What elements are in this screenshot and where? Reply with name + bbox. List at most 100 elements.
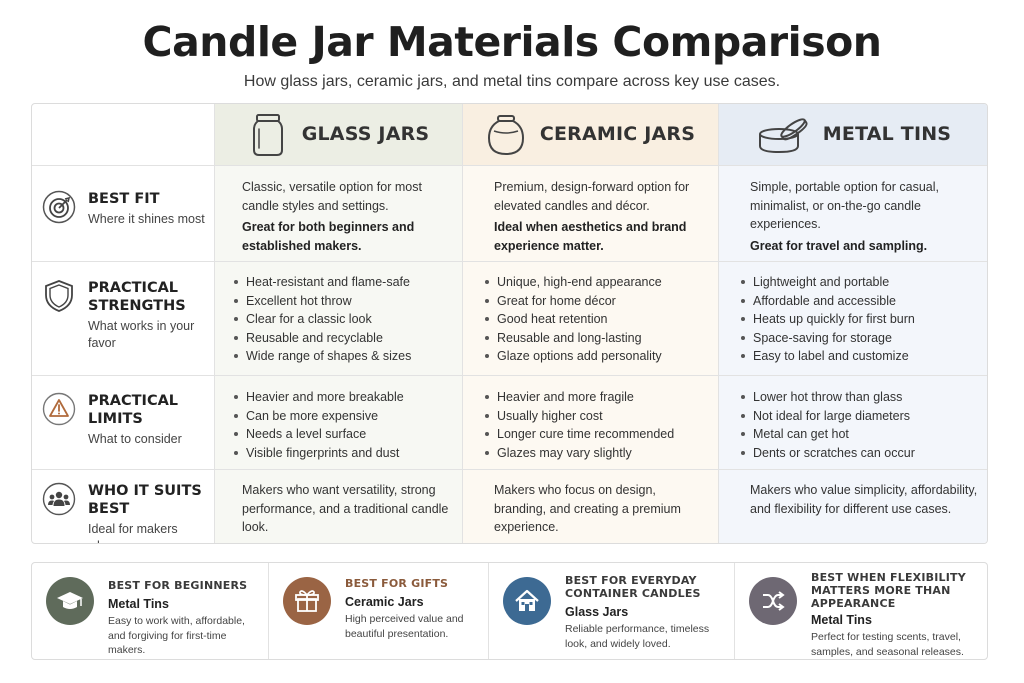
list-item: Not ideal for large diameters	[739, 407, 979, 426]
card-flexibility: BEST WHEN FLEXIBILITY MATTERS MORE THAN …	[735, 563, 989, 659]
column-header-glass: GLASS JARS	[215, 104, 463, 166]
cell-text: Makers who value simplicity, affordabili…	[750, 483, 978, 516]
column-header-metal: METAL TINS	[719, 104, 987, 166]
list-item: Space-saving for storage	[739, 329, 979, 348]
suits-ceramic: Makers who focus on design, branding, an…	[463, 470, 719, 543]
list-item: Heats up quickly for first burn	[739, 310, 979, 329]
list-item: Longer cure time recommended	[483, 425, 708, 444]
list-item: Metal can get hot	[739, 425, 979, 444]
column-label-glass: GLASS JARS	[301, 123, 430, 146]
suits-metal: Makers who value simplicity, affordabili…	[719, 470, 987, 543]
list-item: Heat-resistant and flame-safe	[232, 273, 452, 292]
row-header-limits: PRACTICAL LIMITS What to consider	[32, 376, 215, 470]
row-subtitle: Where it shines most	[88, 212, 205, 226]
row-subtitle: Ideal for makers who...	[88, 522, 178, 543]
strengths-glass: Heat-resistant and flame-safe Excellent …	[215, 262, 463, 376]
list-item: Glaze options add personality	[483, 347, 708, 366]
list-item: Dents or scratches can occur	[739, 444, 979, 463]
cell-text: Simple, portable option for casual, mini…	[750, 180, 939, 231]
row-title: WHO IT SUITS BEST	[88, 483, 202, 517]
list-item: Easy to label and customize	[739, 347, 979, 366]
glass-jar-icon	[252, 113, 283, 156]
column-header-ceramic: CERAMIC JARS	[463, 104, 719, 166]
list-item: Excellent hot throw	[232, 292, 452, 311]
card-name: Ceramic Jars	[345, 595, 424, 609]
limits-metal-list: Lower hot throw than glass Not ideal for…	[739, 388, 979, 462]
list-item: Usually higher cost	[483, 407, 708, 426]
shield-icon	[45, 280, 73, 312]
list-item: Lightweight and portable	[739, 273, 979, 292]
card-desc: High perceived value and beautiful prese…	[345, 613, 464, 640]
list-item: Needs a level surface	[232, 425, 452, 444]
limits-glass-list: Heavier and more breakable Can be more e…	[232, 388, 452, 462]
card-name: Metal Tins	[811, 613, 872, 627]
cell-highlight: Great for both beginners and established…	[242, 220, 415, 253]
warning-icon	[42, 392, 76, 426]
list-item: Great for home décor	[483, 292, 708, 311]
list-item: Affordable and accessible	[739, 292, 979, 311]
cell-text: Makers who focus on design, branding, an…	[494, 483, 681, 534]
list-item: Lower hot throw than glass	[739, 388, 979, 407]
list-item: Clear for a classic look	[232, 310, 452, 329]
row-title: PRACTICAL LIMITS	[88, 393, 179, 427]
best-fit-ceramic: Premium, design-forward option for eleva…	[463, 166, 719, 262]
ceramic-jar-icon	[487, 114, 524, 155]
comparison-table: GLASS JARS CERAMIC JARS METAL TINS	[31, 103, 988, 544]
list-item: Heavier and more fragile	[483, 388, 708, 407]
shuffle-icon	[749, 577, 797, 625]
card-tag: BEST FOR GIFTS	[345, 577, 449, 590]
strengths-metal-list: Lightweight and portable Affordable and …	[739, 273, 979, 366]
card-tag: BEST WHEN FLEXIBILITY MATTERS MORE THAN …	[811, 571, 966, 610]
people-icon	[42, 482, 76, 516]
card-gifts: BEST FOR GIFTS Ceramic Jars High perceiv…	[269, 563, 489, 659]
strengths-metal: Lightweight and portable Affordable and …	[719, 262, 987, 376]
list-item: Heavier and more breakable	[232, 388, 452, 407]
best-fit-glass: Classic, versatile option for most candl…	[215, 166, 463, 262]
corner-cell	[32, 104, 215, 166]
cell-text: Premium, design-forward option for eleva…	[494, 180, 690, 213]
limits-ceramic-list: Heavier and more fragile Usually higher …	[483, 388, 708, 462]
card-everyday: BEST FOR EVERYDAY CONTAINER CANDLES Glas…	[489, 563, 735, 659]
card-desc: Perfect for testing scents, travel, samp…	[811, 631, 964, 658]
row-title: BEST FIT	[88, 191, 160, 207]
row-subtitle: What works in your favor	[88, 319, 195, 350]
target-icon	[42, 190, 76, 224]
list-item: Unique, high-end appearance	[483, 273, 708, 292]
card-name: Metal Tins	[108, 597, 169, 611]
list-item: Reusable and long-lasting	[483, 329, 708, 348]
gift-icon	[283, 577, 331, 625]
graduation-cap-icon	[46, 577, 94, 625]
strengths-ceramic: Unique, high-end appearance Great for ho…	[463, 262, 719, 376]
limits-glass: Heavier and more breakable Can be more e…	[215, 376, 463, 470]
column-label-metal: METAL TINS	[822, 123, 952, 146]
suits-glass: Makers who want versatility, strong perf…	[215, 470, 463, 543]
page-title: Candle Jar Materials Comparison	[142, 18, 882, 66]
recommendation-cards: BEST FOR BEGINNERS Metal Tins Easy to wo…	[31, 562, 988, 660]
list-item: Visible fingerprints and dust	[232, 444, 452, 463]
list-item: Wide range of shapes & sizes	[232, 347, 452, 366]
card-desc: Easy to work with, affordable, and forgi…	[108, 615, 245, 656]
row-title: PRACTICAL STRENGTHS	[88, 280, 186, 314]
metal-tin-icon	[758, 117, 808, 153]
card-tag: BEST FOR EVERYDAY CONTAINER CANDLES	[565, 574, 701, 600]
list-item: Glazes may vary slightly	[483, 444, 708, 463]
card-beginners: BEST FOR BEGINNERS Metal Tins Easy to wo…	[32, 563, 269, 659]
list-item: Can be more expensive	[232, 407, 452, 426]
cell-highlight: Great for travel and sampling.	[750, 238, 928, 253]
card-name: Glass Jars	[565, 605, 629, 619]
row-header-best-fit: BEST FIT Where it shines most	[32, 166, 215, 262]
house-icon	[503, 577, 551, 625]
card-tag: BEST FOR BEGINNERS	[108, 579, 248, 592]
card-desc: Reliable performance, timeless look, and…	[565, 623, 710, 650]
limits-ceramic: Heavier and more fragile Usually higher …	[463, 376, 719, 470]
best-fit-metal: Simple, portable option for casual, mini…	[719, 166, 987, 262]
cell-text: Makers who want versatility, strong perf…	[242, 483, 449, 534]
column-label-ceramic: CERAMIC JARS	[539, 123, 696, 146]
cell-text: Classic, versatile option for most candl…	[242, 180, 422, 213]
row-header-strengths: PRACTICAL STRENGTHS What works in your f…	[32, 262, 215, 376]
cell-highlight: Ideal when aesthetics and brand experien…	[494, 220, 687, 253]
list-item: Good heat retention	[483, 310, 708, 329]
strengths-glass-list: Heat-resistant and flame-safe Excellent …	[232, 273, 452, 366]
row-subtitle: What to consider	[88, 432, 182, 446]
limits-metal: Lower hot throw than glass Not ideal for…	[719, 376, 987, 470]
